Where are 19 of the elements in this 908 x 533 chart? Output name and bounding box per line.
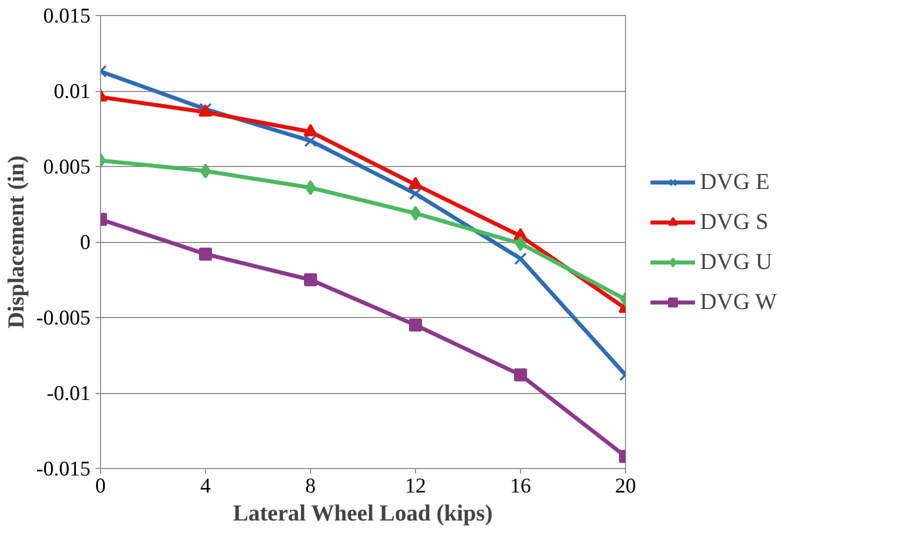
- y-tick-label: 0: [80, 230, 90, 254]
- legend-label: DVG U: [700, 248, 772, 274]
- x-tick-label: 20: [615, 474, 636, 498]
- y-axis-title: Displacement (in): [3, 155, 28, 329]
- x-tick-label: 0: [95, 474, 106, 498]
- legend-label: DVG E: [700, 168, 770, 194]
- legend-label: DVG S: [700, 208, 768, 234]
- legend-label: DVG W: [700, 288, 777, 314]
- y-tick-label: -0.005: [36, 306, 91, 330]
- y-tick-label: 0.01: [54, 79, 90, 103]
- x-tick-label: 4: [200, 474, 212, 498]
- y-tick-label: 0.015: [43, 4, 90, 28]
- y-tick-label: -0.01: [46, 381, 91, 405]
- x-axis-title: Lateral Wheel Load (kips): [232, 500, 493, 526]
- x-tick-label: 8: [305, 474, 316, 498]
- y-tick-label: 0.005: [43, 154, 90, 178]
- x-tick-label: 12: [405, 474, 426, 498]
- x-tick-label: 16: [510, 474, 531, 498]
- y-tick-label: -0.015: [36, 456, 91, 480]
